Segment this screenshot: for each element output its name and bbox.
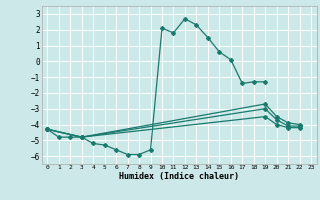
X-axis label: Humidex (Indice chaleur): Humidex (Indice chaleur) bbox=[119, 172, 239, 181]
